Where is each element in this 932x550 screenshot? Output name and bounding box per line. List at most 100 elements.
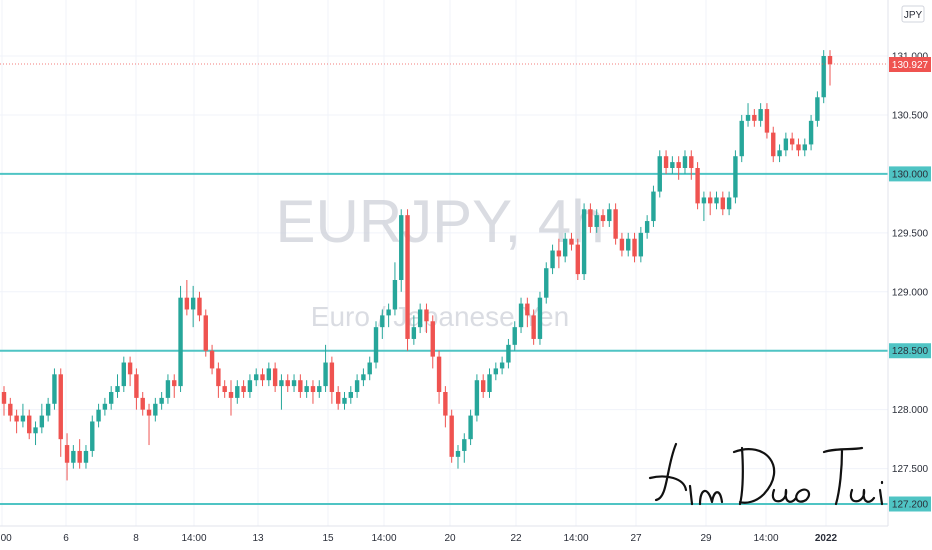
candle-body (695, 168, 700, 204)
candle-body (493, 368, 499, 375)
candle (474, 374, 480, 422)
candle (670, 156, 675, 174)
candle (272, 362, 278, 392)
candle (443, 386, 448, 428)
candle-body (190, 297, 196, 310)
candle (556, 238, 562, 269)
candle-body (676, 162, 681, 168)
candle-body (594, 215, 599, 227)
candle-body (235, 386, 240, 398)
candle (726, 191, 732, 216)
currency-label: JPY (904, 10, 923, 21)
candle-body (102, 403, 108, 410)
candle-body (335, 392, 341, 404)
candle (607, 203, 612, 227)
candle (361, 368, 366, 387)
candle-body (443, 392, 448, 416)
candle (222, 380, 227, 398)
candle-body (682, 156, 688, 168)
candle-body (789, 138, 795, 145)
candle (58, 368, 63, 457)
candle-body (373, 327, 379, 363)
time-tick-label: 13 (252, 533, 264, 544)
candle-body (562, 238, 568, 257)
candle-body (783, 138, 789, 151)
candle-body (329, 362, 335, 392)
candle-body (745, 114, 751, 121)
candle-body (399, 215, 404, 280)
candle (544, 262, 549, 304)
time-axis-labels: 0:006814:00131514:00202214:00272914:0020… (0, 533, 838, 544)
candle-body (424, 309, 429, 322)
candle-body (260, 374, 265, 381)
price-tick-label: 129.000 (892, 287, 929, 298)
candle-body (644, 221, 650, 233)
candle-body (134, 374, 139, 398)
candle-body (525, 303, 530, 316)
candle-body (499, 362, 505, 369)
candle-body (354, 380, 360, 392)
candle (77, 439, 82, 469)
candle (241, 380, 246, 398)
candle-body (455, 450, 461, 457)
candle-body (626, 238, 631, 251)
candle-body (638, 232, 644, 257)
candle (228, 380, 234, 416)
candle (771, 126, 776, 163)
candle (146, 403, 152, 446)
candle (392, 262, 398, 316)
candle-body (657, 156, 662, 192)
candle-body (20, 415, 26, 422)
candle (411, 315, 417, 345)
candle (266, 362, 272, 387)
candle-body (468, 415, 473, 440)
gridlines (0, 0, 888, 526)
currency-badge[interactable] (901, 5, 925, 23)
candle (197, 291, 202, 322)
candle (518, 297, 524, 334)
candle (71, 445, 76, 469)
candle (676, 156, 681, 180)
candle-body (569, 238, 574, 245)
candle-body (758, 109, 763, 121)
candle-body (771, 132, 776, 157)
candle-body (411, 327, 417, 339)
candle-body (733, 156, 738, 198)
candle (651, 185, 656, 227)
candle-body (726, 197, 732, 210)
candle (39, 403, 45, 434)
candle-body (64, 445, 70, 463)
candle (594, 209, 599, 233)
candle-body (474, 380, 480, 416)
candle (481, 374, 486, 398)
candle-body (556, 250, 562, 257)
candle (588, 203, 593, 233)
candle (462, 433, 467, 463)
candle-body (272, 368, 278, 387)
candle-body (531, 315, 536, 339)
candle (777, 144, 782, 163)
candle-body (575, 244, 580, 275)
time-tick-label: 27 (630, 533, 642, 544)
candle (380, 309, 385, 339)
candle (27, 409, 32, 440)
candle-body (752, 114, 757, 121)
candle (455, 445, 461, 469)
candle-body (45, 403, 51, 416)
level-badge (889, 496, 931, 512)
candle (663, 150, 669, 174)
candle (752, 109, 757, 127)
candle-body (821, 56, 826, 98)
candle (764, 103, 770, 139)
candle-body (14, 415, 19, 422)
candle-body (77, 450, 82, 463)
time-tick-label: 15 (322, 533, 334, 544)
candle-body (506, 344, 511, 363)
candle-body (342, 397, 347, 404)
candle (695, 162, 700, 210)
candle (121, 356, 127, 392)
candle-body (285, 380, 290, 387)
time-tick-label: 6 (63, 533, 69, 544)
